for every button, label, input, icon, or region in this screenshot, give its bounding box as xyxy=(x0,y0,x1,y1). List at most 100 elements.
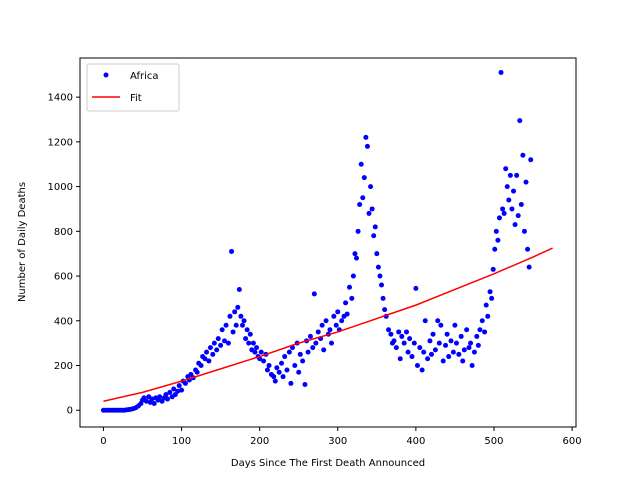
data-point-africa xyxy=(512,222,518,228)
data-point-africa xyxy=(396,329,402,335)
data-point-africa xyxy=(405,349,411,355)
data-point-africa xyxy=(346,284,352,290)
data-point-africa xyxy=(401,340,407,346)
data-point-africa xyxy=(528,157,534,163)
data-point-africa xyxy=(438,322,444,328)
data-point-africa xyxy=(261,358,267,364)
y-tick-label: 1000 xyxy=(48,182,73,193)
data-point-africa xyxy=(487,289,493,295)
data-point-africa xyxy=(333,322,339,328)
data-point-africa xyxy=(386,327,392,333)
data-point-africa xyxy=(466,345,472,351)
data-point-africa xyxy=(460,358,466,364)
x-tick-label: 200 xyxy=(250,436,269,447)
data-point-africa xyxy=(501,210,507,216)
data-point-africa xyxy=(404,329,410,335)
data-point-africa xyxy=(305,349,311,355)
data-point-africa xyxy=(489,295,495,301)
data-point-africa xyxy=(222,338,228,344)
data-point-africa xyxy=(372,224,378,230)
data-point-africa xyxy=(164,396,170,402)
data-point-africa xyxy=(371,233,377,239)
data-point-africa xyxy=(323,318,329,324)
data-point-africa xyxy=(233,322,239,328)
data-point-africa xyxy=(421,349,427,355)
data-point-africa xyxy=(364,143,370,149)
x-axis-label: Days Since The First Death Announced xyxy=(231,458,425,469)
data-point-africa xyxy=(157,394,163,400)
data-point-africa xyxy=(354,255,360,261)
data-point-africa xyxy=(464,327,470,333)
y-tick-label: 0 xyxy=(67,406,73,417)
data-point-africa xyxy=(493,228,499,234)
data-point-africa xyxy=(446,354,452,360)
data-point-africa xyxy=(483,302,489,308)
data-point-africa xyxy=(239,322,245,328)
data-point-africa xyxy=(327,327,333,333)
data-point-africa xyxy=(511,188,517,194)
data-point-africa xyxy=(514,172,520,178)
data-point-africa xyxy=(506,197,512,203)
data-point-africa xyxy=(230,329,236,335)
data-point-africa xyxy=(280,374,286,380)
data-point-africa xyxy=(355,228,361,234)
data-point-africa xyxy=(238,313,244,319)
data-point-africa xyxy=(329,340,335,346)
data-point-africa xyxy=(397,356,403,362)
data-point-africa xyxy=(310,345,316,351)
data-point-africa xyxy=(207,345,213,351)
data-point-africa xyxy=(422,318,428,324)
data-point-africa xyxy=(377,273,383,279)
data-point-africa xyxy=(452,322,458,328)
data-point-africa xyxy=(202,356,208,362)
data-point-africa xyxy=(432,347,438,353)
data-point-africa xyxy=(357,201,363,207)
data-point-africa xyxy=(477,327,483,333)
data-point-africa xyxy=(509,206,515,212)
x-tick-label: 400 xyxy=(406,436,425,447)
data-point-africa xyxy=(252,349,258,355)
y-tick-label: 200 xyxy=(54,361,73,372)
data-point-africa xyxy=(235,304,241,310)
data-point-africa xyxy=(204,349,210,355)
data-point-africa xyxy=(526,264,532,270)
data-point-africa xyxy=(321,347,327,353)
x-tick-label: 600 xyxy=(563,436,582,447)
data-point-africa xyxy=(368,184,374,190)
data-marks xyxy=(100,70,553,413)
data-point-africa xyxy=(498,70,504,76)
data-point-africa xyxy=(450,349,456,355)
data-point-africa xyxy=(375,264,381,270)
data-point-africa xyxy=(374,251,380,257)
data-point-africa xyxy=(360,195,366,201)
data-point-africa xyxy=(428,351,434,357)
data-point-africa xyxy=(379,282,385,288)
x-axis-ticks: 0 100 200 300 400 500 600 xyxy=(100,427,582,447)
fit-line xyxy=(103,247,553,403)
data-point-africa xyxy=(292,363,298,368)
data-point-africa xyxy=(417,345,423,351)
data-point-africa xyxy=(232,309,238,315)
data-point-africa xyxy=(461,347,467,353)
data-point-africa xyxy=(219,327,225,333)
data-point-africa xyxy=(471,349,477,355)
data-point-africa xyxy=(388,331,394,337)
data-point-africa xyxy=(335,309,341,315)
y-tick-label: 1200 xyxy=(48,137,73,148)
data-point-africa xyxy=(206,358,212,364)
data-point-africa xyxy=(300,358,306,364)
data-point-africa xyxy=(411,340,417,346)
data-point-africa xyxy=(436,340,442,346)
data-point-africa xyxy=(349,295,355,301)
data-point-africa xyxy=(521,228,527,234)
data-point-africa xyxy=(419,367,425,373)
legend-label-fit: Fit xyxy=(130,93,142,104)
data-point-africa xyxy=(211,340,217,346)
y-tick-label: 600 xyxy=(54,272,73,283)
data-point-africa xyxy=(458,333,464,339)
data-point-africa xyxy=(382,307,388,313)
data-point-africa xyxy=(274,365,280,371)
data-point-africa xyxy=(218,342,224,348)
data-point-africa xyxy=(443,342,449,348)
